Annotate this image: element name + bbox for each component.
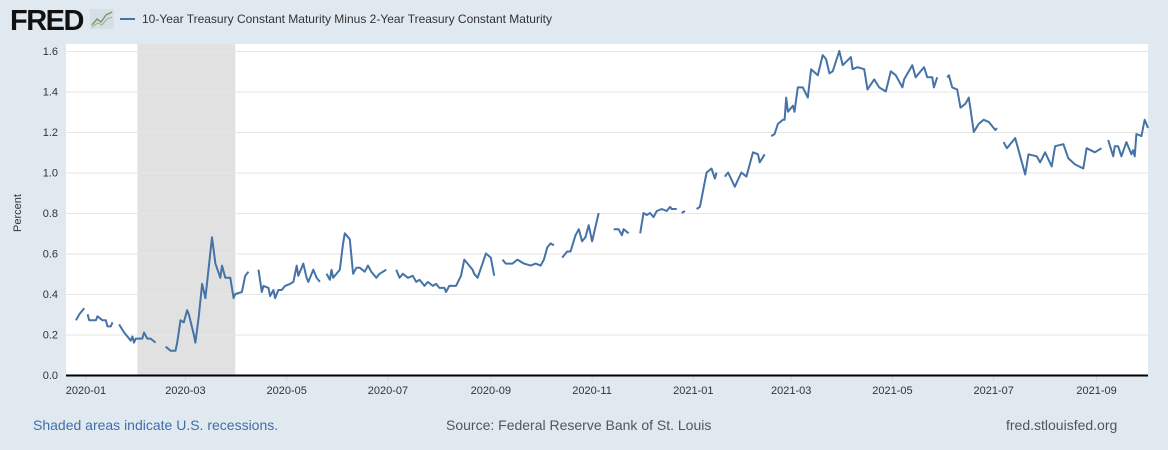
series-line-segment [86,314,114,328]
source-text: Source: Federal Reserve Bank of St. Loui… [446,417,712,433]
y-tick-label: 0.4 [43,289,58,301]
x-tick-label: 2021-05 [872,385,912,397]
series-line-segment [501,242,555,267]
fred-site-link[interactable]: fred.stlouisfed.org [1006,417,1118,433]
series-line-segment [257,262,321,300]
y-tick-label: 1.4 [43,87,58,99]
series-line-segment [639,205,677,234]
series-line-segment [770,50,939,137]
series-line-segment [946,74,998,133]
series-line-segment [325,232,387,281]
series-line-segment [164,236,250,352]
y-tick-label: 1.6 [43,46,58,58]
y-tick-label: 0.6 [43,249,58,261]
series-line-segment [1002,137,1103,176]
x-tick-label: 2021-01 [673,385,713,397]
y-tick-label: 0.8 [43,208,58,220]
legend-label: 10-Year Treasury Constant Maturity Minus… [142,12,552,26]
series-line-segment [681,210,686,214]
fred-chart-icon [90,9,114,29]
y-tick-label: 0.0 [43,370,58,382]
y-tick-label: 1.2 [43,127,58,139]
legend-line-swatch [120,18,135,20]
series-line-segment [613,228,630,237]
series-line-segment [724,151,766,188]
x-tick-label: 2021-07 [973,385,1013,397]
x-tick-label: 2020-11 [572,385,612,397]
recession-note-link[interactable]: Shaded areas indicate U.S. recessions. [33,417,279,433]
series-line-segment [395,252,496,293]
x-tick-label: 2021-09 [1076,385,1116,397]
x-tick-label: 2020-01 [66,385,106,397]
recession-shading [137,44,236,375]
x-tick-label: 2020-07 [368,385,408,397]
series-line-segment [118,323,157,344]
fred-logo[interactable]: FRED [10,5,84,37]
chart-legend: 10-Year Treasury Constant Maturity Minus… [120,12,552,26]
x-tick-label: 2020-09 [471,385,511,397]
y-axis-label: Percent [12,194,24,232]
x-tick-label: 2021-03 [771,385,811,397]
series-line-segment [75,307,86,321]
series-line-segment [561,212,600,259]
x-tick-label: 2020-03 [165,385,205,397]
series-line-segment [696,167,718,210]
series-line-segment [1107,118,1149,158]
y-tick-label: 1.0 [43,168,58,180]
y-tick-label: 0.2 [43,330,58,342]
x-tick-label: 2020-05 [267,385,307,397]
